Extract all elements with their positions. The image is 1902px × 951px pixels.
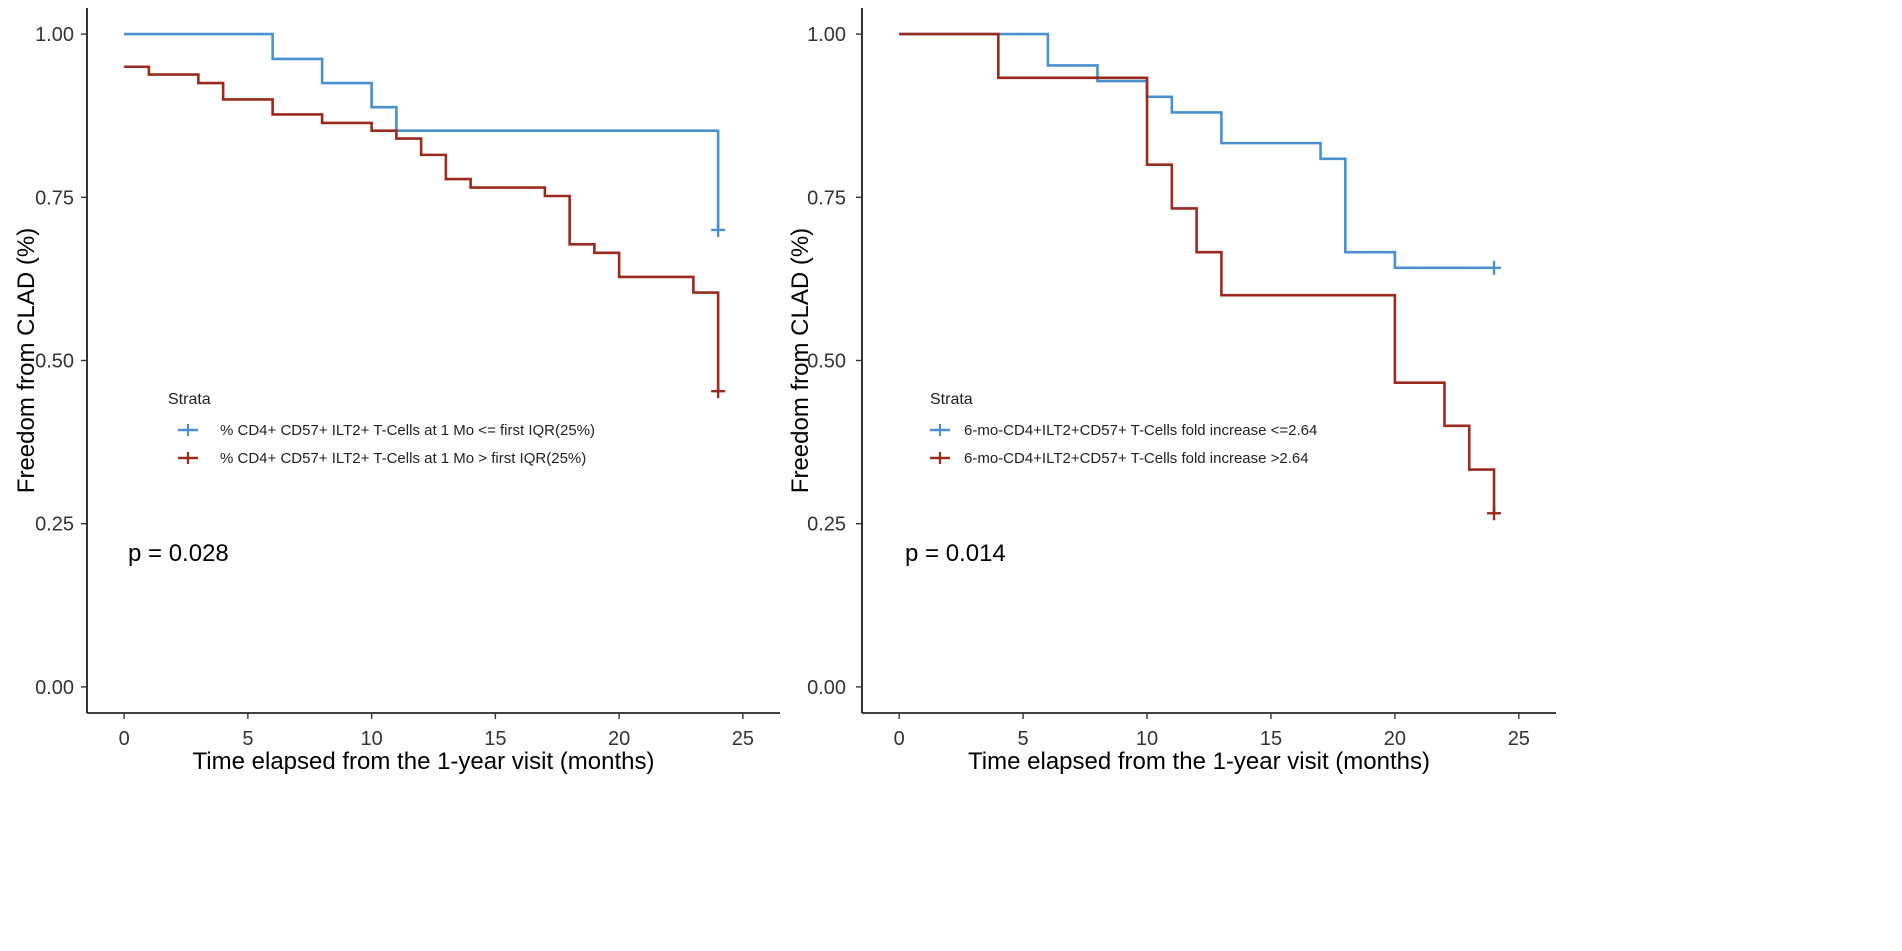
right-x-tick-label: 0: [894, 728, 905, 750]
left-y-axis-title: Freedom from CLAD (%): [13, 228, 40, 493]
left-x-axis-title: Time elapsed from the 1-year visit (mont…: [193, 748, 655, 775]
right-legend-title: Strata: [930, 391, 973, 408]
right-y-tick-label: 1.00: [807, 24, 846, 46]
left-km-curve-high: [124, 65, 720, 392]
right-y-tick-label: 0.75: [807, 187, 846, 209]
right-km-curve-high: [899, 32, 1496, 514]
km-plot-right: 0.00 0.25 0.50 0.75 1.00 0 5 10 15 20 25 Time elaps…: [787, 8, 1556, 775]
right-x-axis-title: Time elapsed from the 1-year visit (mont…: [968, 748, 1430, 775]
left-legend-item-high: % CD4+ CD57+ ILT2+ T-Cells at 1 Mo > fir…: [178, 450, 586, 467]
right-y-tick-label: 0.25: [807, 514, 846, 536]
left-legend: Strata % CD4+ CD57+ ILT2+ T-Cells at 1 Mo…: [168, 391, 595, 467]
left-censor-mark-high: [711, 384, 726, 399]
right-y-axis-title: Freedom from CLAD (%): [787, 228, 814, 493]
right-y-tick-label: 0.50: [807, 351, 846, 373]
right-km-curve-low: [899, 32, 1495, 270]
left-x-tick-label: 10: [361, 728, 383, 750]
right-y-tick-label: 0.00: [807, 677, 846, 699]
left-censor-mark-low: [711, 222, 726, 237]
right-censor-mark-low: [1487, 260, 1502, 275]
left-legend-item-low: % CD4+ CD57+ ILT2+ T-Cells at 1 Mo <= fi…: [178, 422, 595, 439]
left-y-tick-label: 0.25: [35, 514, 74, 536]
left-y-tick-label: 0.00: [35, 677, 74, 699]
legend-label: % CD4+ CD57+ ILT2+ T-Cells at 1 Mo <= fi…: [220, 422, 595, 439]
right-x-tick-label: 15: [1260, 728, 1282, 750]
left-x-tick-label: 25: [732, 728, 754, 750]
left-x-tick-label: 20: [608, 728, 630, 750]
km-plot-left: 0.00 0.25 0.50 0.75 1.00 0 5 10 15 20 25 Time elaps…: [13, 8, 780, 775]
left-p-value: p = 0.028: [128, 540, 229, 567]
legend-label: % CD4+ CD57+ ILT2+ T-Cells at 1 Mo > fir…: [220, 450, 586, 467]
right-x-tick-label: 10: [1136, 728, 1158, 750]
left-x-tick-label: 5: [242, 728, 253, 750]
left-y-tick-label: 0.75: [35, 187, 74, 209]
right-legend: Strata 6-mo-CD4+ILT2+CD57+ T-Cells fold i…: [930, 391, 1317, 467]
legend-label: 6-mo-CD4+ILT2+CD57+ T-Cells fold increas…: [964, 422, 1317, 439]
left-km-curve-low: [124, 32, 720, 230]
right-x-tick-label: 25: [1508, 728, 1530, 750]
left-y-tick-label: 1.00: [35, 24, 74, 46]
left-legend-title: Strata: [168, 391, 211, 408]
left-x-tick-label: 0: [119, 728, 130, 750]
legend-label: 6-mo-CD4+ILT2+CD57+ T-Cells fold increas…: [964, 450, 1309, 467]
right-legend-item-low: 6-mo-CD4+ILT2+CD57+ T-Cells fold increas…: [930, 422, 1317, 439]
right-censor-mark-high: [1487, 506, 1502, 521]
right-x-tick-label: 20: [1384, 728, 1406, 750]
right-legend-item-high: 6-mo-CD4+ILT2+CD57+ T-Cells fold increas…: [930, 450, 1309, 467]
left-y-tick-label: 0.50: [35, 351, 74, 373]
right-p-value: p = 0.014: [905, 540, 1006, 567]
left-x-tick-label: 15: [484, 728, 506, 750]
right-x-tick-label: 5: [1018, 728, 1029, 750]
